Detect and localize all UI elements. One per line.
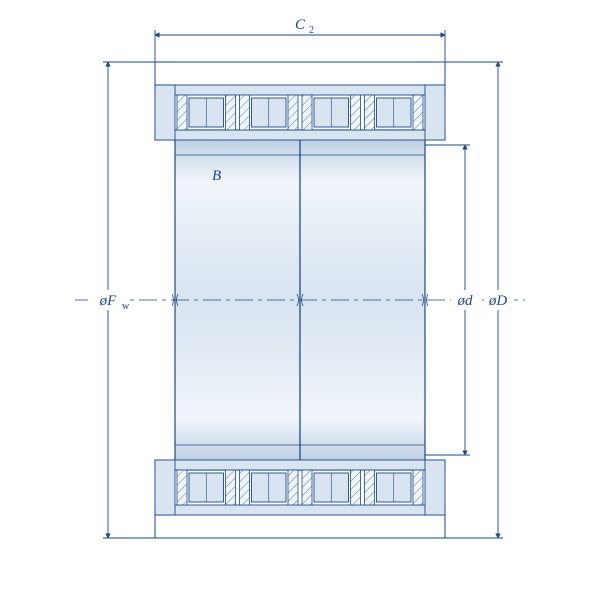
svg-text:ød: ød [457,293,474,309]
svg-text:w: w [122,301,130,312]
svg-text:øF: øF [99,293,118,309]
svg-text:C: C [295,17,306,33]
svg-text:2: 2 [309,25,314,36]
bearing-diagram: C2 øF w ødøD B [0,0,600,600]
svg-text:B: B [212,168,221,184]
svg-text:øD: øD [488,293,508,309]
